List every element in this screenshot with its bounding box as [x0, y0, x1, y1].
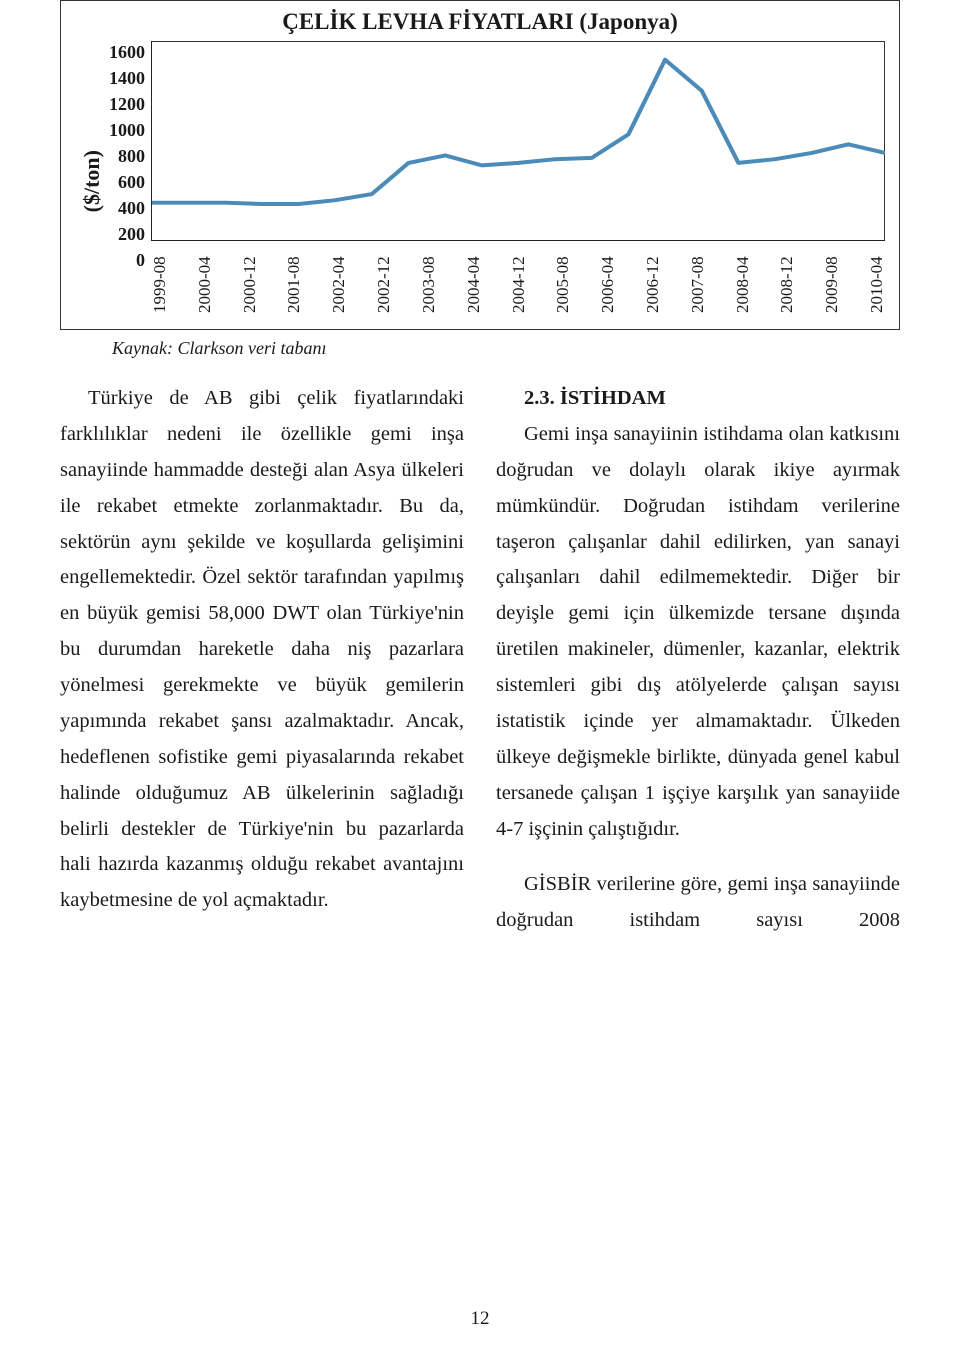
- xtick-label: 2007-08: [689, 247, 706, 313]
- xtick-label: 2002-12: [375, 247, 392, 313]
- xtick-label: 2009-08: [823, 247, 840, 313]
- xtick-label: 2006-04: [599, 247, 616, 313]
- ytick-label: 400: [118, 197, 145, 219]
- xtick-label: 1999-08: [151, 247, 168, 313]
- chart-body: ($/ton) 1600 1400 1200 1000 800 600 400 200 0 19…: [75, 41, 885, 321]
- chart-xaxis: 1999-08 2000-04 2000-12 2001-08 2002-04 2002-…: [151, 241, 885, 313]
- chart-ylabel: ($/ton): [75, 150, 109, 212]
- chart-title: ÇELİK LEVHA FİYATLARI (Japonya): [75, 9, 885, 35]
- chart-yaxis: 16001400120010008006004002000: [109, 41, 151, 241]
- left-column: Türkiye de AB gibi çelik fiyatlarındaki …: [60, 381, 464, 939]
- ytick-label: 1600: [109, 41, 145, 63]
- chart-plot-area: [151, 41, 885, 241]
- xtick-label: 2000-04: [196, 247, 213, 313]
- ytick-label: 800: [118, 145, 145, 167]
- right-paragraph-2: GİSBİR verilerine göre, gemi inşa sanayi…: [496, 867, 900, 939]
- ytick-label: 1400: [109, 67, 145, 89]
- xtick-label: 2006-12: [644, 247, 661, 313]
- section-heading: 2.3. İSTİHDAM: [496, 381, 900, 417]
- left-paragraph-1: Türkiye de AB gibi çelik fiyatlarındaki …: [60, 381, 464, 919]
- right-column: 2.3. İSTİHDAM Gemi inşa sanayiinin istih…: [496, 381, 900, 939]
- xtick-label: 2000-12: [241, 247, 258, 313]
- xtick-label: 2010-04: [868, 247, 885, 313]
- chart-line-svg: [152, 41, 885, 240]
- ytick-label: 200: [118, 223, 145, 245]
- xtick-label: 2008-12: [778, 247, 795, 313]
- page-number: 12: [0, 1308, 960, 1330]
- steel-price-chart: ÇELİK LEVHA FİYATLARI (Japonya) ($/ton) …: [60, 0, 900, 330]
- chart-caption: Kaynak: Clarkson veri tabanı: [112, 338, 900, 359]
- ytick-label: 600: [118, 171, 145, 193]
- chart-series-line: [152, 60, 885, 204]
- xtick-label: 2003-08: [420, 247, 437, 313]
- xtick-label: 2004-04: [465, 247, 482, 313]
- right-paragraph-1: Gemi inşa sanayiinin istihdama olan katk…: [496, 417, 900, 848]
- ytick-label: 1000: [109, 119, 145, 141]
- xtick-label: 2002-04: [330, 247, 347, 313]
- ytick-label: 1200: [109, 93, 145, 115]
- xtick-label: 2008-04: [734, 247, 751, 313]
- body-columns: Türkiye de AB gibi çelik fiyatlarındaki …: [60, 381, 900, 939]
- xtick-label: 2005-08: [554, 247, 571, 313]
- ytick-label: 0: [136, 249, 145, 271]
- xtick-label: 2001-08: [285, 247, 302, 313]
- xtick-label: 2004-12: [510, 247, 527, 313]
